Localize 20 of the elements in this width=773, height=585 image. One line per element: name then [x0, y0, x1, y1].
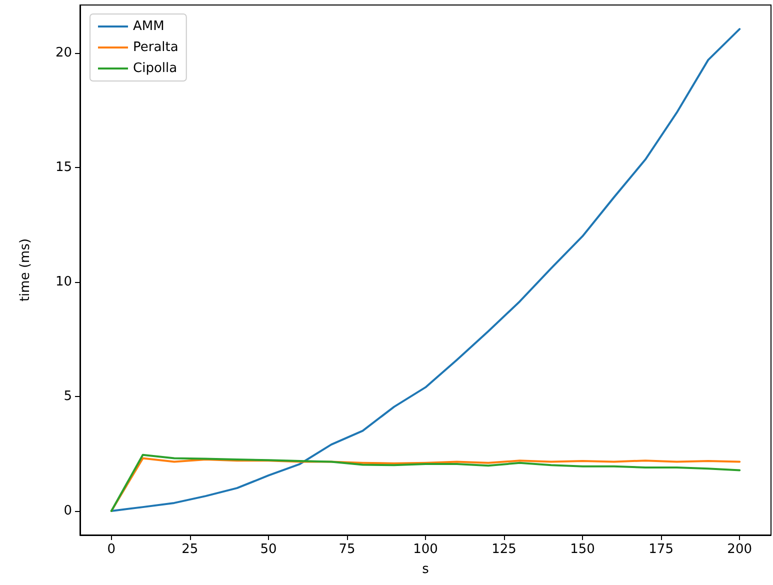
legend-label: Peralta: [133, 40, 178, 55]
x-tick-label: 175: [648, 542, 674, 557]
x-tick-label: 0: [107, 542, 116, 557]
x-tick-label: 200: [727, 542, 752, 557]
x-tick-label: 50: [260, 542, 277, 557]
x-axis-title: s: [422, 562, 430, 577]
y-tick-label: 0: [64, 503, 72, 518]
line-series: [110, 28, 741, 512]
y-tick-label: 20: [55, 46, 72, 61]
y-axis-title: time (ms): [18, 238, 33, 302]
legend-label: AMM: [133, 19, 164, 34]
x-tick-label: 150: [570, 542, 595, 557]
y-tick-label: 10: [55, 274, 72, 290]
x-tick-label: 100: [413, 542, 438, 557]
x-tick-label: 125: [492, 542, 516, 557]
x-tick-label: 25: [182, 542, 198, 557]
legend-label: Cipolla: [133, 61, 178, 76]
y-tick-label: 5: [64, 388, 72, 404]
x-tick-label: 75: [338, 542, 356, 557]
y-tick-label: 15: [55, 160, 72, 176]
